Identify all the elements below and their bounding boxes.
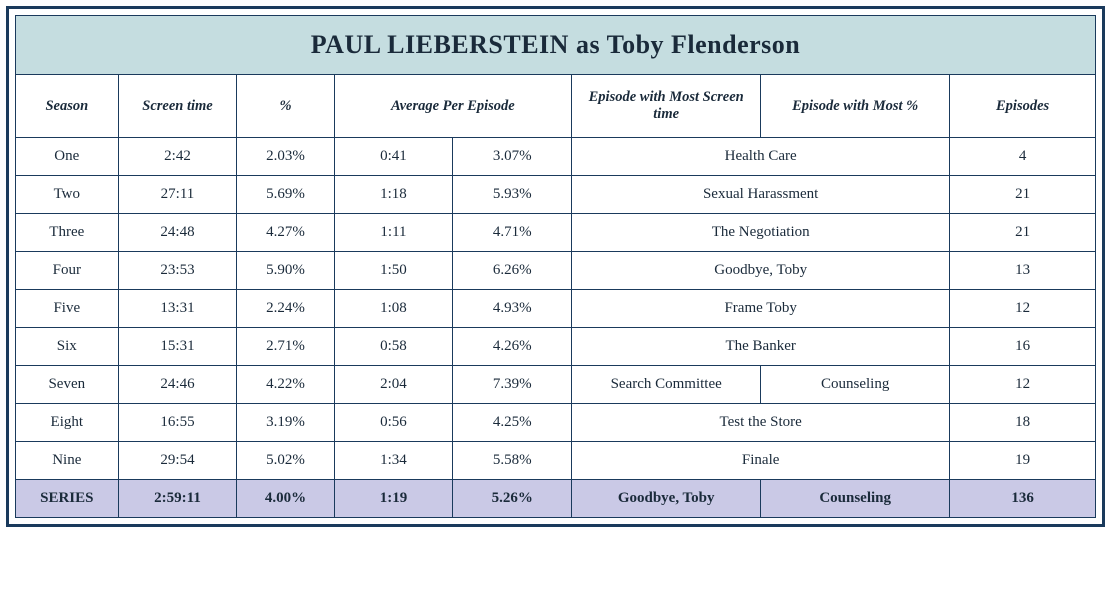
cell-episodes: 21	[950, 214, 1096, 252]
series-avg-time: 1:19	[334, 480, 453, 518]
cell-pct: 3.19%	[237, 404, 334, 442]
table-title: PAUL LIEBERSTEIN as Toby Flenderson	[16, 16, 1096, 75]
table-row: One2:422.03%0:413.07%Health Care4	[16, 138, 1096, 176]
cell-avg-pct: 4.25%	[453, 404, 572, 442]
cell-avg-pct: 4.26%	[453, 328, 572, 366]
cell-season: One	[16, 138, 119, 176]
table-row: Nine29:545.02%1:345.58%Finale19	[16, 442, 1096, 480]
series-avg-pct: 5.26%	[453, 480, 572, 518]
cell-most-episode: The Negotiation	[572, 214, 950, 252]
cell-screen-time: 29:54	[118, 442, 237, 480]
cell-season: Five	[16, 290, 119, 328]
cell-screen-time: 2:42	[118, 138, 237, 176]
table-row: Two27:115.69%1:185.93%Sexual Harassment2…	[16, 176, 1096, 214]
cell-avg-time: 0:56	[334, 404, 453, 442]
table-row: Six15:312.71%0:584.26%The Banker16	[16, 328, 1096, 366]
series-pct: 4.00%	[237, 480, 334, 518]
cell-avg-time: 2:04	[334, 366, 453, 404]
cell-pct: 5.69%	[237, 176, 334, 214]
cell-avg-time: 1:18	[334, 176, 453, 214]
screen-time-table: PAUL LIEBERSTEIN as Toby FlendersonSeaso…	[15, 15, 1096, 518]
cell-pct: 5.90%	[237, 252, 334, 290]
series-episodes: 136	[950, 480, 1096, 518]
series-label: SERIES	[16, 480, 119, 518]
cell-avg-pct: 7.39%	[453, 366, 572, 404]
cell-avg-pct: 5.58%	[453, 442, 572, 480]
cell-avg-pct: 4.71%	[453, 214, 572, 252]
series-row: SERIES2:59:114.00%1:195.26%Goodbye, Toby…	[16, 480, 1096, 518]
series-most-time: Goodbye, Toby	[572, 480, 761, 518]
cell-pct: 5.02%	[237, 442, 334, 480]
cell-avg-time: 1:08	[334, 290, 453, 328]
cell-avg-time: 1:50	[334, 252, 453, 290]
table-row: Eight16:553.19%0:564.25%Test the Store18	[16, 404, 1096, 442]
cell-pct: 4.27%	[237, 214, 334, 252]
cell-avg-time: 1:34	[334, 442, 453, 480]
cell-episodes: 12	[950, 290, 1096, 328]
col-episodes: Episodes	[950, 75, 1096, 138]
cell-episodes: 4	[950, 138, 1096, 176]
cell-season: Eight	[16, 404, 119, 442]
cell-episodes: 13	[950, 252, 1096, 290]
cell-most-episode: Test the Store	[572, 404, 950, 442]
cell-pct: 2.71%	[237, 328, 334, 366]
table-row: Three24:484.27%1:114.71%The Negotiation2…	[16, 214, 1096, 252]
cell-most-episode: Sexual Harassment	[572, 176, 950, 214]
cell-season: Six	[16, 328, 119, 366]
cell-avg-time: 1:11	[334, 214, 453, 252]
cell-episodes: 12	[950, 366, 1096, 404]
cell-screen-time: 24:46	[118, 366, 237, 404]
cell-avg-time: 0:41	[334, 138, 453, 176]
series-most-pct: Counseling	[761, 480, 950, 518]
cell-pct: 2.24%	[237, 290, 334, 328]
col-season: Season	[16, 75, 119, 138]
cell-avg-pct: 6.26%	[453, 252, 572, 290]
cell-most-episode: The Banker	[572, 328, 950, 366]
cell-avg-pct: 5.93%	[453, 176, 572, 214]
cell-avg-pct: 3.07%	[453, 138, 572, 176]
cell-most-episode: Finale	[572, 442, 950, 480]
col-most-pct: Episode with Most %	[761, 75, 950, 138]
col-screen-time: Screen time	[118, 75, 237, 138]
cell-episodes: 19	[950, 442, 1096, 480]
cell-most-pct: Counseling	[761, 366, 950, 404]
cell-screen-time: 24:48	[118, 214, 237, 252]
cell-screen-time: 15:31	[118, 328, 237, 366]
cell-most-episode: Goodbye, Toby	[572, 252, 950, 290]
cell-screen-time: 16:55	[118, 404, 237, 442]
table-row: Five13:312.24%1:084.93%Frame Toby12	[16, 290, 1096, 328]
cell-episodes: 16	[950, 328, 1096, 366]
cell-screen-time: 27:11	[118, 176, 237, 214]
cell-avg-pct: 4.93%	[453, 290, 572, 328]
col-most-time: Episode with Most Screen time	[572, 75, 761, 138]
table-row: Seven24:464.22%2:047.39%Search Committee…	[16, 366, 1096, 404]
cell-pct: 4.22%	[237, 366, 334, 404]
cell-season: Seven	[16, 366, 119, 404]
cell-season: Two	[16, 176, 119, 214]
cell-most-episode: Frame Toby	[572, 290, 950, 328]
series-screen-time: 2:59:11	[118, 480, 237, 518]
cell-season: Nine	[16, 442, 119, 480]
cell-most-episode: Health Care	[572, 138, 950, 176]
cell-episodes: 21	[950, 176, 1096, 214]
cell-episodes: 18	[950, 404, 1096, 442]
cell-season: Three	[16, 214, 119, 252]
cell-season: Four	[16, 252, 119, 290]
cell-most-time: Search Committee	[572, 366, 761, 404]
cell-screen-time: 13:31	[118, 290, 237, 328]
col-avg-per-ep: Average Per Episode	[334, 75, 572, 138]
table-wrapper: PAUL LIEBERSTEIN as Toby FlendersonSeaso…	[6, 6, 1105, 527]
cell-pct: 2.03%	[237, 138, 334, 176]
col-pct: %	[237, 75, 334, 138]
cell-avg-time: 0:58	[334, 328, 453, 366]
cell-screen-time: 23:53	[118, 252, 237, 290]
table-row: Four23:535.90%1:506.26%Goodbye, Toby13	[16, 252, 1096, 290]
